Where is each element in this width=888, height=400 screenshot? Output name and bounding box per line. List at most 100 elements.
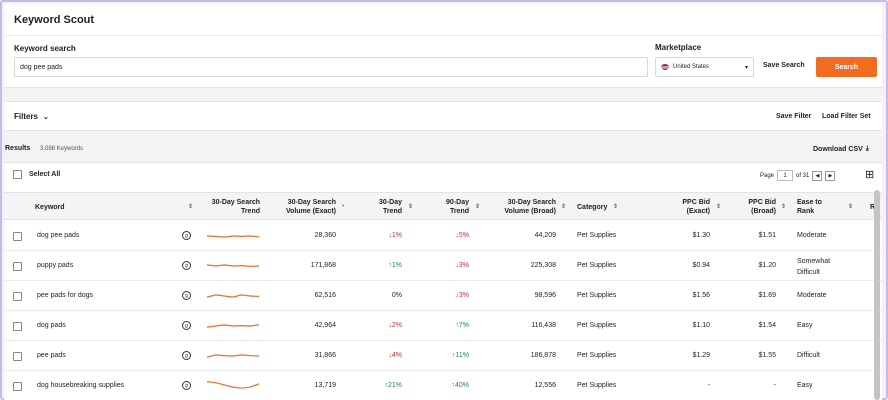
sort-icon[interactable]: ⇕ (561, 204, 567, 210)
prev-page-button[interactable]: ◀ (812, 170, 823, 181)
cell-ppc-broad: $1.54 (758, 322, 776, 329)
col-category[interactable]: Category (577, 204, 608, 211)
cell-keyword[interactable]: puppy pads (37, 262, 74, 269)
col-volume-broad[interactable]: 30-Day Search Volume (Broad) (494, 198, 556, 216)
filters-bar: Filters ⌄ Save Filter Load Filter Set (4, 101, 882, 131)
col-keyword[interactable]: Keyword (35, 204, 65, 211)
download-csv-button[interactable]: Download CSV ⤓ (813, 145, 869, 153)
sort-icon[interactable]: ⇕ (716, 204, 722, 210)
results-count: 3,098 Keywords (40, 146, 84, 152)
table-row[interactable]: puppy pads g 171,868 ↑1% ↓3% 225,308 Pet… (4, 251, 882, 281)
sort-icon[interactable]: ⇕ (408, 204, 414, 210)
trend-sparkline (206, 381, 260, 389)
cell-keyword[interactable]: dog pee pads (37, 232, 80, 239)
cell-ease-line1: Difficult (797, 352, 820, 359)
cell-ppc-broad: - (773, 382, 776, 389)
row-checkbox[interactable] (13, 232, 22, 241)
cell-ease-line1: Moderate (797, 232, 827, 239)
keyword-search-label: Keyword search (14, 44, 76, 53)
cell-volume-broad: 98,596 (534, 292, 556, 299)
row-checkbox[interactable] (13, 382, 22, 391)
cell-category: Pet Supplies (577, 382, 617, 389)
table-row[interactable]: dog pee pads g 28,360 ↓1% ↓5% 44,209 Pet… (4, 221, 882, 251)
col-ppc-exact-line2: (Exact) (686, 208, 710, 215)
cell-ppc-exact: - (707, 382, 710, 389)
col-volume-broad-line1: 30-Day Search (507, 199, 556, 206)
sort-icon[interactable]: ⇕ (188, 204, 194, 210)
row-checkbox[interactable] (13, 292, 22, 301)
google-icon[interactable]: g (182, 231, 191, 240)
sort-icon[interactable]: ⇕ (475, 204, 481, 210)
cell-ease-to-rank: Moderate (797, 232, 827, 239)
cell-volume-broad: 44,209 (534, 232, 556, 239)
cell-keyword[interactable]: dog housebreaking supplies (37, 382, 125, 389)
vertical-scrollbar[interactable] (874, 190, 880, 400)
cell-30day-trend: 0% (391, 292, 402, 299)
cell-category: Pet Supplies (577, 352, 617, 359)
cell-ease-to-rank: Easy (797, 322, 813, 329)
google-icon[interactable]: g (182, 381, 191, 390)
col-ease-to-rank[interactable]: Ease to Rank (797, 198, 822, 216)
sort-icon[interactable]: ⇕ (781, 204, 787, 210)
cell-90day-trend: ↑40% (451, 382, 469, 389)
cell-keyword[interactable]: pee pads for dogs (37, 292, 94, 299)
table-row[interactable]: pee pads g 31,866 ↓4% ↑11% 186,878 Pet S… (4, 341, 882, 371)
cell-category: Pet Supplies (577, 292, 617, 299)
col-90day-trend[interactable]: 90-Day Trend (429, 198, 469, 216)
col-30day-search-trend-line2: Trend (240, 208, 260, 215)
search-panel: Keyword Scout Keyword search Marketplace… (4, 4, 882, 88)
col-30day-trend[interactable]: 30-Day Trend (362, 198, 402, 216)
row-checkbox[interactable] (13, 352, 22, 361)
col-ppc-exact[interactable]: PPC Bid (Exact) (672, 198, 710, 216)
row-checkbox[interactable] (13, 322, 22, 331)
sort-icon[interactable]: ⇕ (848, 204, 854, 210)
row-checkbox[interactable] (13, 262, 22, 271)
cell-90day-trend: ↑7% (455, 322, 469, 329)
cell-volume-broad: 116,438 (531, 322, 556, 329)
cell-volume-exact: 28,360 (314, 232, 336, 239)
cell-ppc-broad: $1.20 (758, 262, 776, 269)
cell-ease-to-rank: Moderate (797, 292, 827, 299)
keyword-search-input[interactable] (14, 57, 648, 77)
next-page-button[interactable]: ▶ (825, 170, 836, 181)
col-90day-trend-line1: 90-Day (446, 199, 469, 206)
download-csv-label: Download CSV (813, 145, 863, 153)
save-search-button[interactable]: Save Search (763, 62, 805, 69)
load-filter-set-button[interactable]: Load Filter Set (822, 113, 871, 120)
cell-30day-trend: ↑1% (388, 262, 402, 269)
cell-category: Pet Supplies (577, 322, 617, 329)
filters-toggle[interactable]: Filters ⌄ (14, 112, 49, 121)
cell-volume-exact: 13,719 (314, 382, 336, 389)
cell-volume-exact: 171,868 (310, 262, 336, 269)
col-ppc-broad-line1: PPC Bid (748, 199, 776, 206)
cell-keyword[interactable]: dog pads (37, 322, 66, 329)
col-volume-exact[interactable]: 30-Day Search Volume (Exact) (274, 198, 336, 216)
column-settings-icon[interactable]: ⊞ (865, 169, 875, 181)
col-ppc-broad[interactable]: PPC Bid (Broad) (738, 198, 776, 216)
search-button[interactable]: Search (816, 57, 877, 77)
app-title: Keyword Scout (14, 14, 95, 26)
google-icon[interactable]: g (182, 291, 191, 300)
google-icon[interactable]: g (182, 261, 191, 270)
page-input[interactable]: 1 (777, 170, 794, 181)
col-ease-line1: Ease to (797, 199, 822, 206)
google-icon[interactable]: g (182, 351, 191, 360)
cell-keyword[interactable]: pee pads (37, 352, 66, 359)
cell-90day-trend: ↑11% (452, 352, 469, 359)
cell-ppc-exact: $1.10 (692, 322, 710, 329)
table-row[interactable]: pee pads for dogs g 62,516 0% ↓3% 98,596… (4, 281, 882, 311)
select-all-checkbox[interactable] (13, 170, 22, 179)
google-icon[interactable]: g (182, 321, 191, 330)
select-all[interactable]: Select All (13, 170, 60, 179)
marketplace-select[interactable]: United States ▾ (655, 57, 754, 77)
trend-sparkline (206, 354, 260, 358)
table-row[interactable]: dog pads g 42,964 ↓2% ↑7% 116,438 Pet Su… (4, 311, 882, 341)
cell-ease-to-rank: Somewhat Difficult (797, 256, 830, 278)
sort-icon[interactable]: ⇕ (613, 204, 619, 210)
cell-volume-broad: 225,308 (530, 262, 556, 269)
trend-sparkline (206, 324, 260, 328)
save-filter-button[interactable]: Save Filter (776, 113, 812, 120)
download-icon: ⤓ (865, 145, 869, 152)
sort-active-icon[interactable]: • (342, 203, 345, 210)
table-row[interactable]: dog housebreaking supplies g 13,719 ↑21%… (4, 371, 882, 400)
